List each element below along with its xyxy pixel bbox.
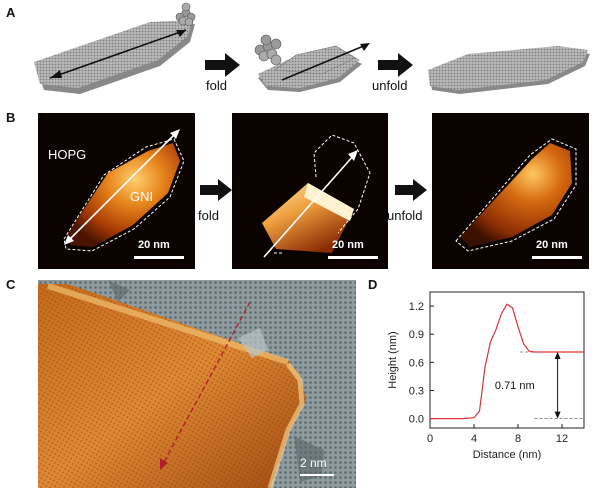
tip-path-arrow-1: [49, 29, 187, 79]
unfold-label-a: unfold: [372, 78, 408, 93]
afm-image-folded: 20 nm: [232, 113, 388, 269]
x-tick-label: 0: [427, 433, 433, 445]
flat-flake-3: [428, 46, 590, 94]
scale-bar-b1: [134, 256, 184, 259]
scale-bar-b3: [532, 256, 582, 259]
fold-arrow-icon-a: [205, 53, 240, 77]
y-tick-label: 0.9: [409, 329, 424, 341]
plot-frame: [429, 291, 585, 429]
y-axis-label: Height (nm): [387, 331, 399, 388]
afm-tip-icon-2: [254, 34, 282, 66]
scale-label-b1: 20 nm: [138, 239, 170, 251]
scale-label-b2: 20 nm: [332, 239, 364, 251]
arrow-head-down: [554, 411, 561, 419]
height-profile-line: [430, 303, 584, 420]
fold-label-b: fold: [198, 208, 219, 223]
panel-c-label: C: [6, 277, 16, 292]
tip-path-arrow-2: [281, 44, 367, 81]
flat-flake-1: [34, 20, 195, 94]
y-tick-label: 0.6: [409, 357, 424, 369]
x-tick-label: 8: [515, 433, 521, 445]
fold-label-a: fold: [206, 78, 227, 93]
arrow-head-up: [554, 352, 561, 360]
panel-b-label: B: [6, 110, 16, 125]
unfold-arrow-icon-a: [378, 53, 413, 77]
scale-label-c: 2 nm: [300, 456, 327, 470]
gni-label: GNI: [130, 189, 154, 204]
step-height-label: 0.71 nm: [495, 380, 535, 392]
panel-d-label: D: [368, 277, 378, 292]
x-axis-label: Distance (nm): [473, 449, 541, 461]
scale-bar-c: [300, 474, 334, 476]
panel-a-label: A: [6, 5, 16, 20]
y-tick-label: 0.3: [409, 385, 424, 397]
afm-image-unfolded: 20 nm: [432, 113, 589, 269]
unfold-label-b: unfold: [387, 208, 423, 223]
stm-atomic-image: 2 nm: [38, 280, 356, 488]
y-tick-label: 1.2: [409, 301, 424, 313]
x-tick-label: 4: [471, 433, 477, 445]
fold-arrow-icon-b: [200, 179, 232, 201]
height-profile-chart: 0 4 8 12 0.0 0.3 0.6 0.9 1.2 Distance (nm) Height …: [387, 291, 585, 461]
scale-label-b3: 20 nm: [536, 239, 568, 251]
hopg-label: HOPG: [48, 147, 87, 162]
y-tick-label: 0.0: [409, 414, 424, 426]
afm-image-initial: HOPG GNI 20 nm: [38, 113, 195, 269]
unfold-arrow-icon-b: [395, 179, 427, 201]
afm-tip-icon: [175, 2, 196, 27]
scale-bar-b2: [328, 256, 378, 259]
x-tick-label: 12: [556, 433, 568, 445]
panel-a-illustration: [34, 2, 590, 94]
